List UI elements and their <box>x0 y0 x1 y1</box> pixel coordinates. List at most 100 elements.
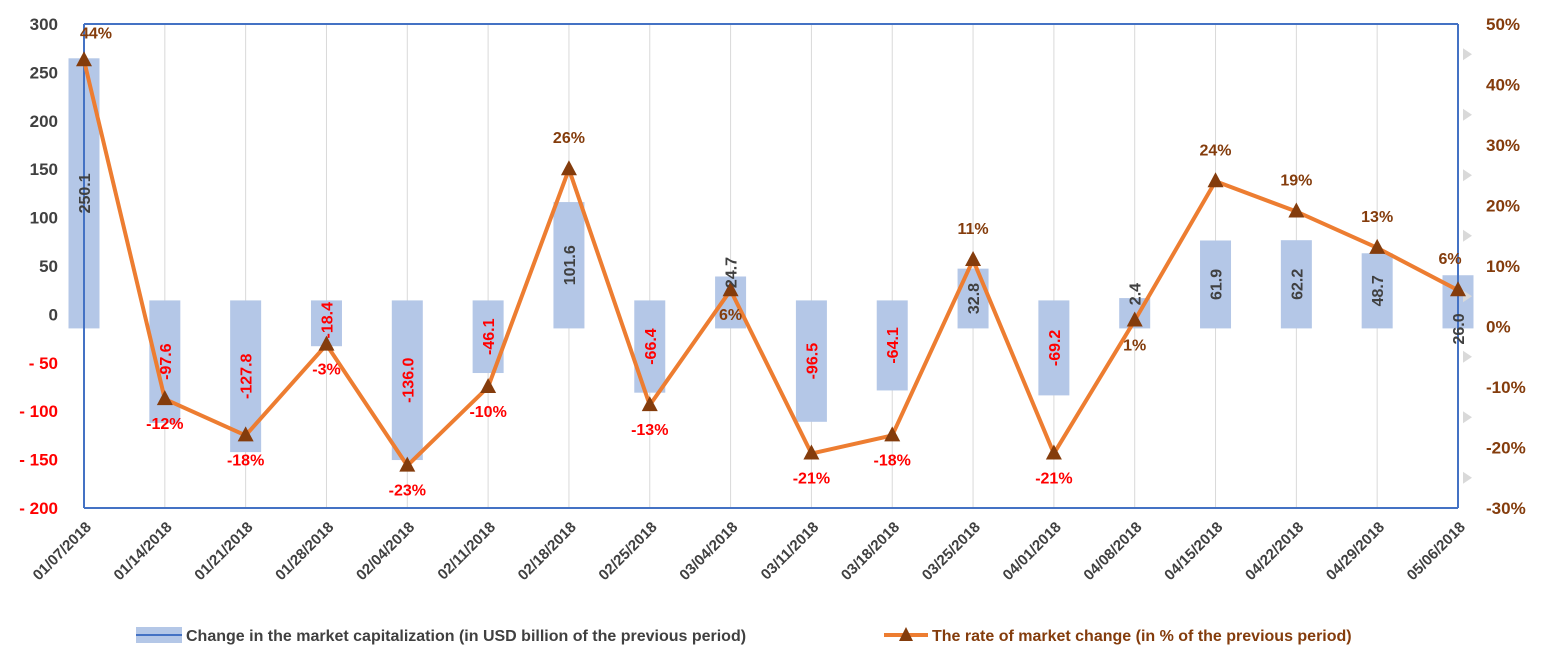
bar-value-label: -127.8 <box>239 353 256 398</box>
rate-marker-12 <box>1045 444 1062 460</box>
bar-value-label: -96.5 <box>804 343 821 380</box>
right-tick-arrow <box>1463 350 1472 363</box>
right-tick-arrow <box>1463 411 1472 424</box>
rate-value-label: -21% <box>793 471 830 488</box>
right-tick-arrow <box>1463 290 1472 303</box>
right-tick-arrow <box>1463 471 1472 484</box>
rate-marker-0 <box>76 51 92 67</box>
rate-value-label: 24% <box>1200 142 1232 159</box>
rate-value-label: -18% <box>227 452 264 469</box>
right-tick-label: -20% <box>1486 439 1526 458</box>
bar-14 <box>1200 240 1232 329</box>
bar-value-label: -69.2 <box>1047 330 1064 367</box>
right-tick-label: 30% <box>1486 136 1520 155</box>
rate-marker-6 <box>560 160 577 176</box>
rate-value-label: 6% <box>1438 251 1461 268</box>
left-tick-label: 0 <box>49 305 58 324</box>
rate-marker-17 <box>1450 281 1466 297</box>
rate-value-label: -12% <box>146 416 183 433</box>
rate-marker-9 <box>803 444 820 460</box>
right-axis-ticks: -30% -20% -10% 0% 10% 20% 30% 40% 50% <box>1463 15 1526 518</box>
rate-value-label: 26% <box>553 130 585 147</box>
left-axis-ticks: - 200 - 150 - 100 - 50 0 50 100 150 200 250 300 <box>19 15 58 518</box>
right-tick-arrow <box>1463 169 1472 182</box>
bar-4 <box>391 300 423 461</box>
left-tick-label: 150 <box>30 160 58 179</box>
rate-marker-4 <box>399 456 416 472</box>
left-tick-label: 200 <box>30 112 58 131</box>
left-tick-label: 300 <box>30 15 58 34</box>
rate-value-label: -23% <box>389 483 426 500</box>
rate-marker-3 <box>318 335 335 351</box>
bar-value-label: -97.6 <box>158 343 175 380</box>
right-tick-label: -10% <box>1486 378 1526 397</box>
rate-line <box>82 59 1459 468</box>
left-tick-label: - 200 <box>19 499 58 518</box>
bar-value-label: 48.7 <box>1370 275 1387 306</box>
bar-value-label: -136.0 <box>400 357 417 402</box>
bar-15 <box>1280 240 1312 329</box>
bar-9 <box>795 300 827 422</box>
bar-value-label: 32.8 <box>966 283 983 314</box>
left-tick-label: - 100 <box>19 402 58 421</box>
rate-marker-2 <box>237 426 254 442</box>
bar-value-label: -46.1 <box>481 318 498 355</box>
rate-marker-5 <box>480 378 497 393</box>
bar-value-label: 24.7 <box>724 257 741 288</box>
rate-value-label: 19% <box>1280 173 1312 190</box>
rate-marker-13 <box>1126 311 1143 327</box>
bar-value-label: 61.9 <box>1209 269 1226 300</box>
bar-value-label: -18.4 <box>319 302 336 339</box>
left-tick-label: 50 <box>39 257 58 276</box>
bar-data-labels: 250.1 -97.6 -127.8 -18.4 -136.0 -46.1 101.6 -66… <box>77 173 1468 403</box>
bar-value-label: 101.6 <box>562 245 579 285</box>
legend-bar-label: Change in the market capitalization (in … <box>186 628 746 645</box>
right-tick-arrow <box>1463 48 1472 61</box>
left-tick-label: 100 <box>30 209 58 228</box>
right-tick-arrow <box>1463 108 1472 121</box>
rate-marker-16 <box>1369 238 1386 254</box>
rate-marker-14 <box>1207 172 1224 188</box>
right-tick-label: 10% <box>1486 257 1520 276</box>
legend-line-label: The rate of market change (in % of the p… <box>932 628 1352 645</box>
rate-marker-11 <box>965 250 982 266</box>
bar-6 <box>553 202 585 329</box>
rate-value-label: -10% <box>469 404 506 421</box>
rate-marker-8 <box>722 281 739 297</box>
bar-value-label: -64.1 <box>885 327 902 364</box>
rate-value-label: 11% <box>957 221 988 238</box>
rate-value-label: 1% <box>1123 337 1146 354</box>
line-series <box>76 51 1466 472</box>
rate-marker-1 <box>156 390 173 406</box>
bar-16 <box>1361 253 1393 329</box>
axes <box>83 23 1459 509</box>
right-tick-label: 50% <box>1486 15 1520 34</box>
right-tick-arrow <box>1463 229 1472 242</box>
rate-value-label: -18% <box>874 452 911 469</box>
rate-marker-15 <box>1288 202 1305 218</box>
rate-value-label: -13% <box>631 422 668 439</box>
legend: Change in the market capitalization (in … <box>136 627 1352 645</box>
rate-marker-7 <box>641 396 658 412</box>
bar-value-label: 62.2 <box>1289 269 1306 300</box>
rate-value-label: 44% <box>80 25 112 42</box>
left-tick-label: - 50 <box>29 354 58 373</box>
bar-12 <box>1038 300 1070 396</box>
right-tick-label: -30% <box>1486 499 1526 518</box>
right-tick-label: 0% <box>1486 318 1511 337</box>
right-tick-label: 20% <box>1486 197 1520 216</box>
rate-value-label: 6% <box>719 307 742 324</box>
right-tick-label: 40% <box>1486 76 1520 95</box>
rate-marker-10 <box>884 426 901 442</box>
legend-line-marker <box>899 627 913 641</box>
left-tick-label: 250 <box>30 63 58 82</box>
rate-value-label: -21% <box>1035 471 1072 488</box>
left-tick-label: - 150 <box>19 451 58 470</box>
rate-value-label: 13% <box>1361 209 1393 226</box>
line-data-labels: 44% -12% -18% -3% -23% -10% 26% -13% 6% -21% -18% 1… <box>80 25 1462 499</box>
bar-value-label: 26.0 <box>1451 313 1468 344</box>
bar-value-label: 250.1 <box>77 173 94 213</box>
bar-value-label: -66.4 <box>643 328 660 365</box>
rate-value-label: -3% <box>312 362 340 379</box>
